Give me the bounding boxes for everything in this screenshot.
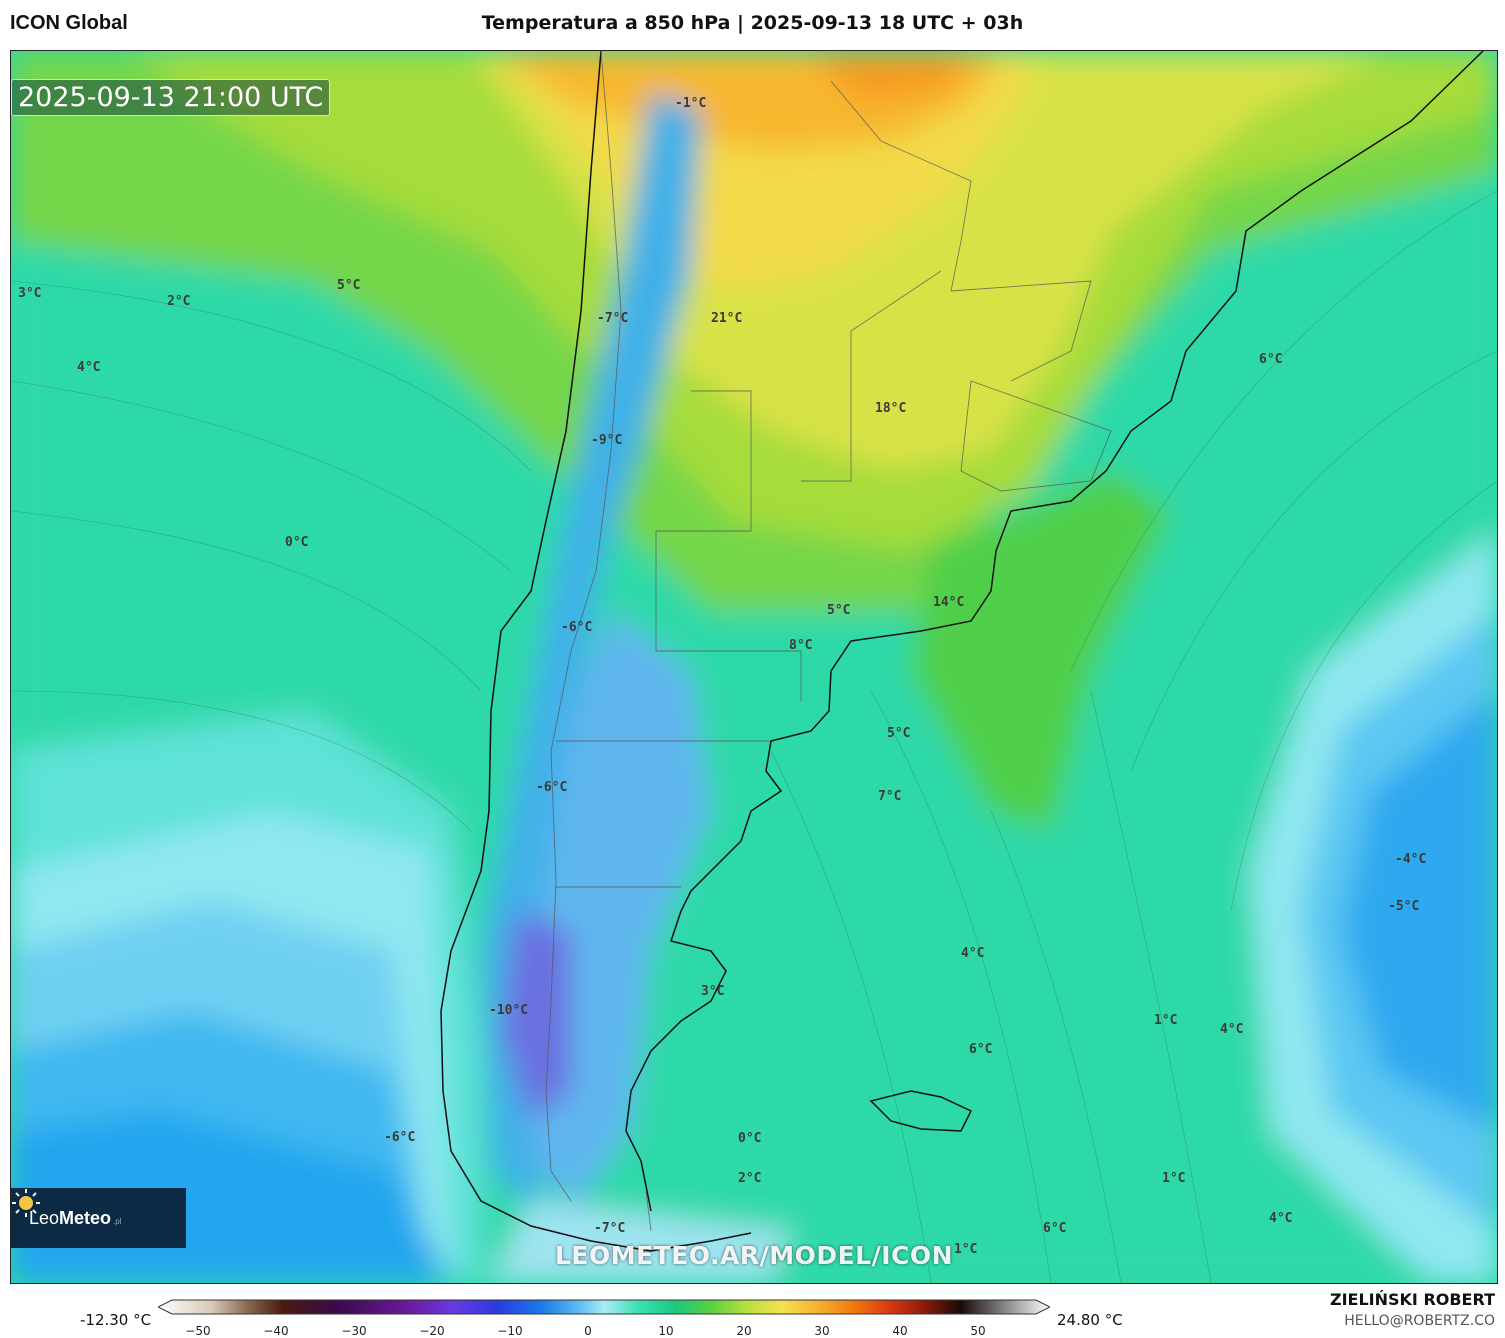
temp-label: 6°C bbox=[969, 1042, 993, 1057]
temp-label: 4°C bbox=[1220, 1022, 1244, 1037]
temp-label: 0°C bbox=[738, 1131, 762, 1146]
temp-label: 7°C bbox=[878, 789, 902, 804]
temp-label: 2°C bbox=[167, 294, 191, 309]
colorbar-tick: −40 bbox=[263, 1324, 289, 1338]
logo-brand-light: Leo bbox=[29, 1207, 60, 1228]
temp-label: -9°C bbox=[591, 433, 623, 448]
temp-label: 5°C bbox=[887, 726, 911, 741]
temp-label: -6°C bbox=[384, 1130, 416, 1145]
model-name: ICON Global bbox=[10, 12, 128, 34]
temp-label: -5°C bbox=[1388, 899, 1420, 914]
temp-label: 1°C bbox=[954, 1242, 978, 1257]
colorbar-tick: −20 bbox=[419, 1324, 445, 1338]
temp-label: 2°C bbox=[738, 1171, 762, 1186]
colorbar-tick: 20 bbox=[736, 1324, 752, 1338]
temp-label: 5°C bbox=[827, 603, 851, 618]
colorbar-min-label: -12.30 °C bbox=[80, 1311, 152, 1329]
colorbar-tick: −50 bbox=[185, 1324, 211, 1338]
isotherm-lines bbox=[11, 190, 1497, 1283]
temp-label: 4°C bbox=[77, 360, 101, 375]
temp-label: 21°C bbox=[711, 311, 743, 326]
logo-brand-bold: Meteo bbox=[59, 1207, 112, 1228]
author-block: ZIELIŃSKI ROBERT HELLO@ROBERTZ.CO bbox=[1330, 1290, 1495, 1329]
colorbar-tick: −10 bbox=[497, 1324, 523, 1338]
temp-label: 8°C bbox=[789, 638, 813, 653]
author-email[interactable]: HELLO@ROBERTZ.CO bbox=[1344, 1313, 1495, 1329]
temp-label: -4°C bbox=[1395, 852, 1427, 867]
temp-label: -6°C bbox=[536, 780, 568, 795]
borders bbox=[545, 51, 1112, 1232]
temp-label: -1°C bbox=[675, 96, 707, 111]
temp-label: -7°C bbox=[597, 311, 629, 326]
temperature-shading bbox=[11, 51, 1497, 1283]
leometeo-logo[interactable]: LeoMeteo .pl bbox=[11, 1188, 186, 1248]
logo-suffix: .pl bbox=[113, 1216, 122, 1226]
temp-label: 3°C bbox=[701, 984, 725, 999]
temp-label: 4°C bbox=[961, 946, 985, 961]
temp-label: 18°C bbox=[875, 401, 907, 416]
coastline bbox=[440, 51, 1484, 1252]
temp-label: 3°C bbox=[18, 286, 42, 301]
colorbar-tick: 10 bbox=[658, 1324, 674, 1338]
temp-label: -7°C bbox=[594, 1221, 626, 1236]
author-name: ZIELIŃSKI ROBERT bbox=[1329, 1290, 1495, 1309]
temp-label: -10°C bbox=[489, 1003, 529, 1018]
colorbar-tick: 40 bbox=[892, 1324, 908, 1338]
temp-label: 1°C bbox=[1154, 1013, 1178, 1028]
temperature-field bbox=[11, 51, 1497, 1283]
colorbar-tick: −30 bbox=[341, 1324, 367, 1338]
colorbar-max-label: 24.80 °C bbox=[1057, 1311, 1123, 1329]
temperature-map: 2025-09-13 21:00 UTC 3°C 2°C 5°C 4°C -1°… bbox=[10, 50, 1498, 1284]
colorbar-tick: 30 bbox=[814, 1324, 830, 1338]
temp-label: 6°C bbox=[1043, 1221, 1067, 1236]
temp-label: 0°C bbox=[285, 535, 309, 550]
temp-label: 14°C bbox=[933, 595, 965, 610]
temp-label: 6°C bbox=[1259, 352, 1283, 367]
source-url: LEOMETEO.AR/MODEL/ICON bbox=[554, 1241, 954, 1270]
map-title: Temperatura a 850 hPa | 2025-09-13 18 UT… bbox=[481, 12, 1024, 34]
temp-label: 4°C bbox=[1269, 1211, 1293, 1226]
colorbar-tick: 0 bbox=[584, 1324, 592, 1338]
valid-time-label: 2025-09-13 21:00 UTC bbox=[11, 79, 331, 116]
sun-icon bbox=[12, 1189, 40, 1217]
temp-label: 5°C bbox=[337, 278, 361, 293]
temp-label: -6°C bbox=[561, 620, 593, 635]
colorbar bbox=[158, 1299, 1050, 1315]
colorbar-tick: 50 bbox=[970, 1324, 986, 1338]
temp-label: 1°C bbox=[1162, 1171, 1186, 1186]
